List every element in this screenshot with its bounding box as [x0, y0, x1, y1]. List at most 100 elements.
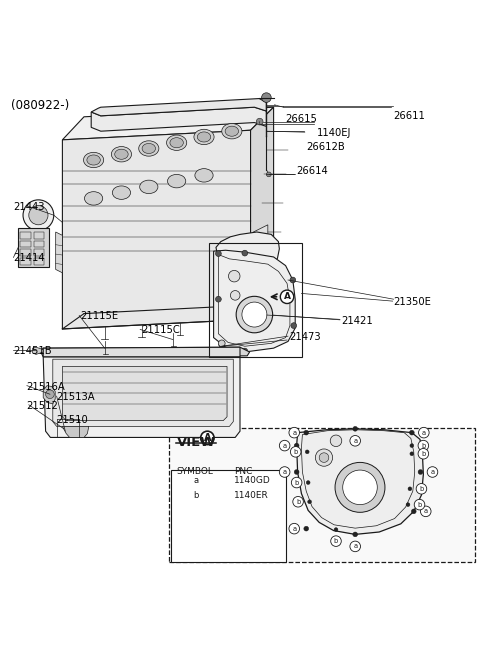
Circle shape [331, 536, 341, 546]
Circle shape [230, 291, 240, 300]
Circle shape [236, 297, 273, 333]
Bar [18, 228, 49, 266]
Ellipse shape [84, 192, 103, 205]
Text: b: b [421, 451, 425, 457]
Ellipse shape [225, 126, 239, 136]
Bar [209, 243, 302, 357]
Circle shape [304, 430, 309, 435]
Circle shape [242, 250, 248, 256]
Circle shape [416, 483, 427, 494]
Circle shape [242, 302, 267, 327]
Circle shape [418, 440, 429, 451]
Polygon shape [33, 347, 43, 354]
Circle shape [410, 452, 414, 456]
Polygon shape [91, 98, 266, 116]
Circle shape [419, 427, 429, 438]
Circle shape [290, 447, 301, 457]
Text: 21350E: 21350E [394, 297, 432, 307]
Circle shape [418, 470, 423, 474]
Polygon shape [251, 107, 274, 319]
Text: b: b [420, 486, 423, 492]
Circle shape [308, 500, 312, 504]
Text: 1140EJ: 1140EJ [317, 128, 351, 138]
Text: 21115E: 21115E [81, 312, 119, 321]
Text: 21512: 21512 [26, 401, 58, 411]
Circle shape [409, 430, 414, 435]
Bar [20, 232, 31, 239]
Bar [20, 241, 31, 247]
Circle shape [315, 449, 333, 466]
Text: b: b [418, 502, 421, 508]
Circle shape [216, 297, 221, 302]
Circle shape [330, 435, 342, 447]
Text: PNC: PNC [234, 468, 252, 476]
Circle shape [406, 502, 410, 506]
Circle shape [350, 541, 360, 552]
Text: A: A [204, 433, 211, 443]
Circle shape [294, 470, 299, 474]
Bar [34, 232, 44, 239]
Circle shape [191, 491, 201, 501]
Bar [34, 249, 44, 256]
Ellipse shape [168, 174, 186, 188]
Polygon shape [253, 225, 268, 258]
Circle shape [305, 450, 309, 454]
Circle shape [418, 449, 429, 459]
Circle shape [256, 118, 263, 125]
Circle shape [420, 506, 431, 517]
Circle shape [23, 200, 54, 230]
Text: 21473: 21473 [289, 332, 321, 342]
Ellipse shape [84, 152, 104, 168]
Text: SYMBOL: SYMBOL [177, 468, 214, 476]
Text: b: b [334, 538, 338, 544]
Ellipse shape [195, 169, 213, 182]
Circle shape [262, 92, 271, 102]
Text: 26614: 26614 [297, 165, 328, 176]
Polygon shape [53, 359, 233, 426]
Bar [169, 428, 475, 562]
Text: b: b [294, 449, 298, 455]
Circle shape [266, 172, 271, 177]
Circle shape [289, 523, 300, 534]
Ellipse shape [142, 144, 156, 154]
Text: 21513A: 21513A [57, 392, 95, 402]
Polygon shape [43, 347, 240, 357]
Circle shape [306, 481, 310, 485]
Text: 21451B: 21451B [13, 346, 51, 356]
Circle shape [290, 277, 296, 283]
Text: b: b [296, 499, 300, 504]
Text: A: A [284, 293, 290, 301]
Text: 21516A: 21516A [26, 382, 65, 392]
Circle shape [334, 527, 338, 531]
Text: 26611: 26611 [394, 111, 425, 121]
Bar [34, 241, 44, 247]
Circle shape [29, 205, 48, 225]
Text: b: b [295, 480, 299, 485]
Text: 21115C: 21115C [142, 325, 180, 335]
Text: a: a [424, 508, 428, 514]
Text: a: a [422, 430, 426, 436]
Text: 21510: 21510 [57, 415, 88, 425]
Polygon shape [56, 232, 62, 273]
Circle shape [335, 462, 385, 512]
Text: 21421: 21421 [341, 316, 372, 326]
Text: b: b [421, 443, 425, 449]
Ellipse shape [87, 155, 100, 165]
Ellipse shape [197, 132, 211, 142]
Text: (080922-): (080922-) [11, 98, 69, 112]
Polygon shape [41, 347, 250, 357]
Text: a: a [193, 476, 198, 485]
Circle shape [293, 497, 303, 507]
Circle shape [294, 443, 299, 448]
Text: a: a [292, 525, 296, 531]
Polygon shape [43, 386, 55, 404]
Ellipse shape [115, 149, 128, 159]
Circle shape [46, 390, 54, 399]
Circle shape [350, 436, 360, 446]
Circle shape [414, 499, 425, 510]
Text: a: a [353, 438, 357, 444]
Text: b: b [193, 491, 199, 501]
Ellipse shape [222, 123, 242, 139]
Text: 26612B: 26612B [306, 142, 345, 152]
Ellipse shape [167, 135, 187, 150]
